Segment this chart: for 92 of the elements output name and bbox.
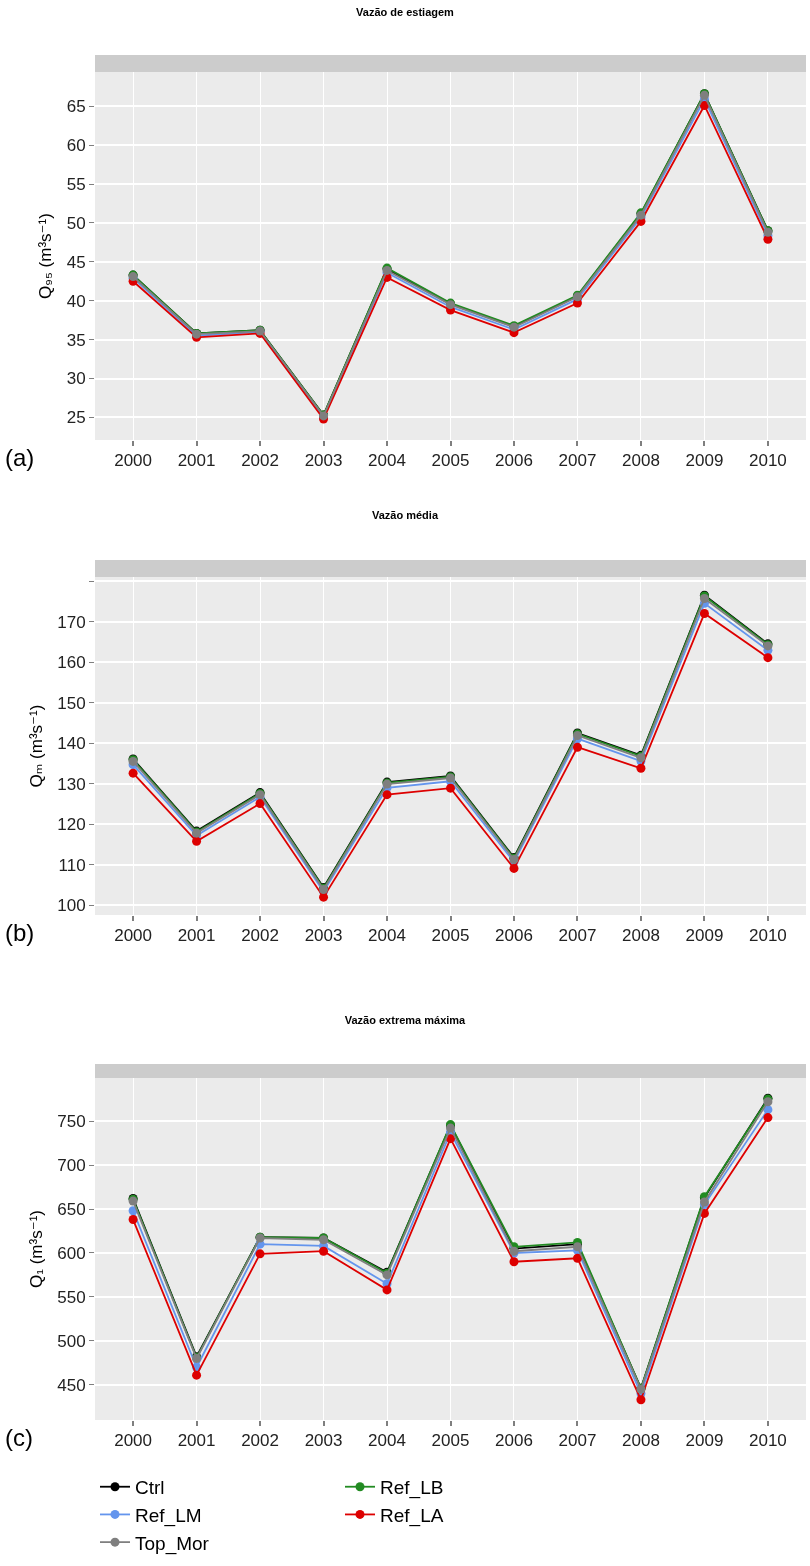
- x-tick-label: 2001: [177, 451, 216, 471]
- y-tick-label: 120: [57, 815, 86, 835]
- point: [319, 892, 329, 902]
- point: [572, 742, 582, 752]
- x-tick-label: 2003: [304, 926, 343, 946]
- x-tick-label: 2006: [495, 451, 533, 471]
- point: [699, 608, 709, 618]
- y-tick-label: 60: [66, 136, 86, 156]
- y-tick-label: 50: [66, 213, 86, 233]
- x-tick-label: 2002: [241, 926, 279, 946]
- y-tick-label: 160: [57, 653, 86, 673]
- point: [636, 1395, 646, 1405]
- y-tick-label: 550: [57, 1287, 86, 1307]
- legend-label: Ctrl: [135, 1477, 165, 1499]
- x-tick-label: 2000: [114, 926, 152, 946]
- legend-label: Ref_LM: [135, 1504, 202, 1527]
- y-tick-label: 100: [57, 896, 86, 916]
- point: [319, 1246, 329, 1256]
- x-tick-label: 2007: [558, 926, 597, 946]
- point: [699, 100, 709, 110]
- point: [255, 1249, 265, 1259]
- y-tick-label: 450: [57, 1375, 86, 1395]
- y-tick-label: 55: [66, 174, 86, 194]
- x-tick-label: 2006: [495, 926, 533, 946]
- x-tick-label: 2000: [114, 1431, 152, 1451]
- x-tick-label: 2001: [177, 926, 216, 946]
- point: [192, 836, 202, 846]
- point: [128, 1215, 138, 1225]
- point: [572, 1253, 582, 1263]
- point: [446, 783, 455, 793]
- point: [255, 799, 265, 809]
- y-tick-label: 35: [66, 330, 86, 350]
- point: [763, 653, 773, 663]
- y-axis-title: Qₘ (m³s⁻¹): [26, 704, 46, 788]
- y-tick-label: 40: [66, 291, 86, 311]
- y-tick-label: 25: [66, 408, 86, 428]
- point: [509, 1257, 519, 1267]
- point: [509, 863, 519, 873]
- y-axis-title: Q₉₅ (m³s⁻¹): [36, 213, 56, 299]
- y-tick-label: 600: [57, 1243, 86, 1263]
- x-tick-label: 2007: [558, 1431, 597, 1451]
- y-tick-label: 170: [57, 612, 86, 632]
- x-tick-label: 2009: [685, 1431, 724, 1451]
- y-tick-label: 500: [57, 1331, 86, 1351]
- y-tick-label: 65: [66, 97, 86, 117]
- x-tick-label: 2003: [304, 451, 343, 471]
- y-tick-label: 150: [57, 693, 86, 713]
- text: (b): [5, 919, 35, 946]
- x-tick-label: 2010: [749, 926, 787, 946]
- x-tick-label: 2010: [749, 1431, 787, 1451]
- x-tick-label: 2010: [749, 451, 787, 471]
- x-tick-label: 2004: [368, 1431, 406, 1451]
- y-axis-title: Q₁ (m³s⁻¹): [26, 1210, 46, 1288]
- x-tick-label: 2008: [622, 926, 660, 946]
- x-tick-label: 2002: [241, 451, 279, 471]
- y-tick-label: 30: [66, 369, 86, 389]
- x-tick-label: 2002: [241, 1431, 279, 1451]
- point: [382, 1285, 392, 1295]
- y-tick-label: 140: [57, 734, 86, 754]
- text: (a): [5, 444, 35, 471]
- y-tick-label: 110: [58, 855, 86, 875]
- chart-title: Vazão de estiagem: [356, 5, 455, 18]
- x-tick-label: 2008: [622, 451, 660, 471]
- x-tick-label: 2005: [431, 1431, 470, 1451]
- x-tick-label: 2009: [685, 451, 724, 471]
- y-tick-label: 45: [66, 252, 86, 272]
- point: [128, 768, 138, 778]
- x-tick-label: 2000: [114, 451, 152, 471]
- y-tick-label: 750: [57, 1112, 86, 1132]
- point: [763, 1113, 773, 1123]
- x-tick-label: 2004: [368, 451, 406, 471]
- text: (c): [5, 1424, 33, 1451]
- point: [636, 763, 646, 773]
- x-tick-label: 2008: [622, 1431, 660, 1451]
- chart-title: Vazão média: [371, 508, 439, 521]
- x-tick-label: 2003: [304, 1431, 343, 1451]
- y-tick-label: 650: [57, 1199, 86, 1219]
- y-tick-label: 700: [57, 1155, 86, 1175]
- x-tick-label: 2005: [431, 926, 470, 946]
- x-tick-label: 2001: [177, 1431, 216, 1451]
- y-tick-label: 130: [57, 774, 86, 794]
- legend-label: Ref_LA: [380, 1504, 444, 1527]
- point: [192, 1370, 202, 1380]
- legend-label: Ref_LB: [380, 1477, 444, 1500]
- x-tick-label: 2007: [558, 451, 597, 471]
- x-tick-label: 2009: [685, 926, 724, 946]
- x-tick-label: 2005: [431, 451, 470, 471]
- x-tick-label: 2004: [368, 926, 406, 946]
- point: [382, 790, 392, 800]
- x-tick-label: 2006: [495, 1431, 533, 1451]
- legend-label: Top_Mor: [135, 1532, 210, 1555]
- chart-title: Vazão extrema máxima: [344, 1013, 467, 1026]
